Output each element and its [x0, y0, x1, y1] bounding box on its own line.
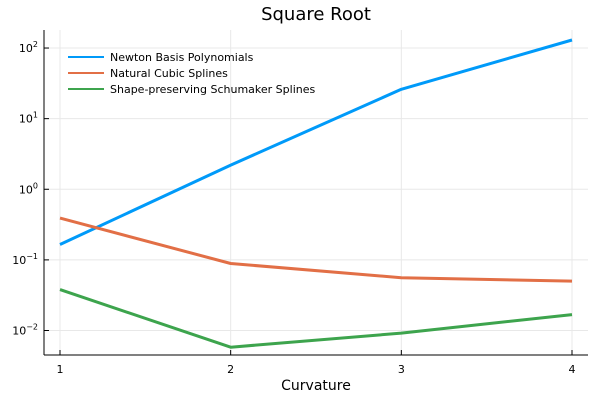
legend-label-1: Newton Basis Polynomials [110, 51, 254, 64]
x-axis-label: Curvature [281, 378, 351, 394]
y-tick-label: 10−1 [12, 252, 38, 267]
y-tick-label: 10−2 [12, 323, 38, 338]
axes [43, 30, 588, 356]
x-tick-label: 1 [57, 363, 64, 376]
legend-label-2: Natural Cubic Splines [110, 67, 228, 80]
y-tick-label: 100 [19, 181, 38, 196]
grid [44, 30, 588, 355]
x-ticks: 1 2 3 4 [57, 350, 576, 376]
x-tick-label: 4 [569, 363, 576, 376]
x-tick-label: 3 [398, 363, 405, 376]
y-ticks: 10−2 10−1 100 101 102 [12, 40, 49, 338]
series-line-1 [59, 38, 573, 246]
y-tick-label: 102 [19, 40, 38, 55]
series-line-3 [59, 288, 573, 349]
series-line-2 [59, 216, 573, 283]
x-tick-label: 2 [227, 363, 234, 376]
legend-label-3: Shape-preserving Schumaker Splines [110, 83, 315, 96]
y-tick-label: 101 [19, 111, 38, 126]
series-lines [59, 38, 573, 349]
chart-title: Square Root [261, 4, 371, 25]
legend: Newton Basis Polynomials Natural Cubic Sp… [68, 51, 315, 96]
